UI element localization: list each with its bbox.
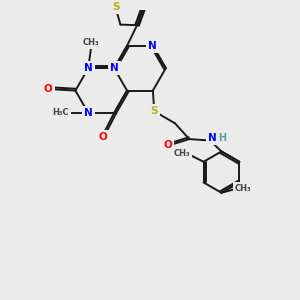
Text: S: S — [151, 106, 158, 116]
Text: H: H — [218, 133, 226, 143]
Text: CH₃: CH₃ — [83, 38, 100, 47]
Text: N: N — [84, 63, 93, 73]
Text: N: N — [110, 63, 118, 73]
Text: H₃C: H₃C — [53, 109, 69, 118]
Text: N: N — [148, 41, 157, 51]
Text: N: N — [84, 108, 93, 118]
Text: O: O — [98, 132, 107, 142]
Text: O: O — [44, 84, 52, 94]
Text: S: S — [112, 2, 120, 12]
Text: N: N — [208, 133, 217, 143]
Text: CH₃: CH₃ — [174, 149, 190, 158]
Text: O: O — [164, 140, 172, 150]
Text: CH₃: CH₃ — [235, 184, 251, 193]
